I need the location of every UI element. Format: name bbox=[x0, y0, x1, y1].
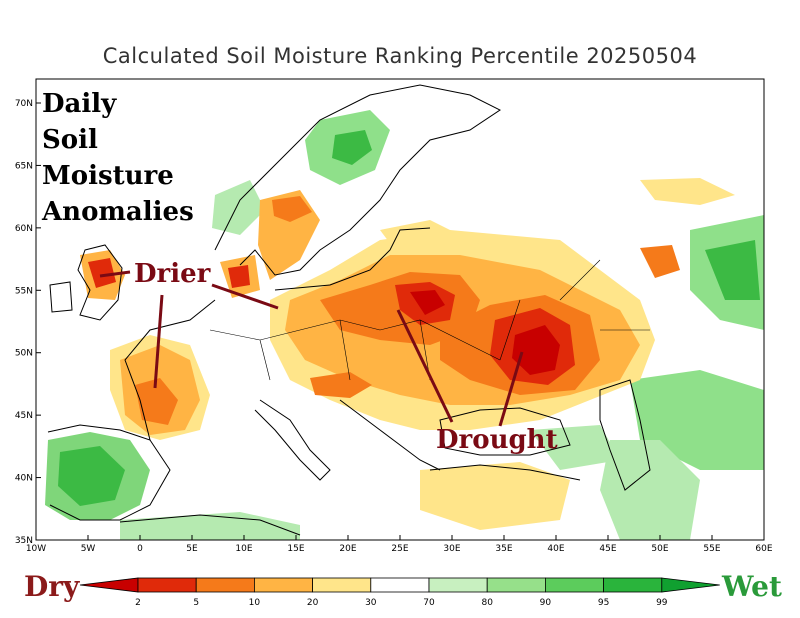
map-title: Calculated Soil Moisture Ranking Percent… bbox=[102, 44, 698, 68]
legend-swatch bbox=[195, 577, 255, 593]
legend-wet-label: Wet bbox=[721, 570, 782, 603]
legend-swatch bbox=[370, 577, 430, 593]
wet-region-iberia-core bbox=[58, 446, 125, 506]
lon-tick-label: 25E bbox=[391, 544, 408, 554]
coastline-britain bbox=[77, 244, 123, 321]
lon-tick-label: 60E bbox=[755, 544, 772, 554]
lon-tick-label: 5E bbox=[186, 544, 198, 554]
lat-tick-label: 70N bbox=[15, 99, 33, 109]
lat-tick-label: 35N bbox=[15, 536, 33, 546]
wet-region-caspian bbox=[600, 440, 700, 540]
lon-tick-label: 35E bbox=[495, 544, 512, 554]
lat-tick-label: 50N bbox=[15, 349, 33, 359]
legend-threshold-label: 20 bbox=[307, 598, 319, 608]
coastline-turkey bbox=[429, 464, 581, 481]
legend-swatch bbox=[428, 577, 488, 593]
dry-region-russia-10 bbox=[640, 245, 680, 278]
legend-threshold-label: 5 bbox=[193, 598, 199, 608]
legend-swatch bbox=[603, 577, 663, 593]
lon-tick-label: 20E bbox=[339, 544, 356, 554]
legend-threshold-label: 2 bbox=[135, 598, 141, 608]
legend-threshold-label: 30 bbox=[365, 598, 377, 608]
dry-region-hungary-10 bbox=[310, 372, 372, 398]
drier-arrow-france bbox=[153, 294, 164, 389]
coastline-balkans bbox=[339, 399, 441, 471]
legend-swatch bbox=[137, 577, 197, 593]
legend-arrow-wet bbox=[661, 577, 720, 593]
lat-tick-label: 40N bbox=[15, 474, 33, 484]
wet-region-scandinavia-core bbox=[332, 130, 372, 165]
lon-tick-label: 5W bbox=[81, 544, 96, 554]
lon-tick-label: 30E bbox=[443, 544, 460, 554]
legend-swatch bbox=[486, 577, 546, 593]
wet-region-africa bbox=[120, 512, 300, 540]
coastlines bbox=[47, 84, 651, 536]
legend-threshold-label: 70 bbox=[423, 598, 435, 608]
coastline-black-sea bbox=[439, 407, 571, 456]
drought-arrow-belarus bbox=[396, 309, 454, 423]
lon-tick-label: 10W bbox=[26, 544, 46, 554]
dry-region-scotland-5 bbox=[88, 258, 116, 288]
dry-region-sweden-10 bbox=[272, 196, 312, 222]
wet-region-urals-core bbox=[705, 240, 760, 300]
heading-line-soil: Soil bbox=[42, 125, 98, 155]
dry-region-belarus-2 bbox=[410, 290, 445, 315]
border-lines bbox=[209, 259, 650, 381]
legend-threshold-label: 80 bbox=[481, 598, 493, 608]
wet-region-norway bbox=[212, 180, 265, 235]
lat-tick-label: 45N bbox=[15, 411, 33, 421]
legend-threshold-label: 90 bbox=[540, 598, 552, 608]
anomaly-shading bbox=[45, 110, 764, 540]
lat-tick-label: 65N bbox=[15, 161, 33, 171]
coastline-africa bbox=[119, 514, 301, 536]
drier-label: Drier bbox=[134, 259, 211, 289]
lon-tick-label: 15E bbox=[287, 544, 304, 554]
lon-tick-label: 55E bbox=[703, 544, 720, 554]
coastline-iberia bbox=[47, 424, 171, 521]
lat-tick-label: 60N bbox=[15, 224, 33, 234]
coastline-ireland bbox=[49, 281, 73, 313]
lon-tick-label: 10E bbox=[235, 544, 252, 554]
drought-label: Drought bbox=[436, 425, 558, 455]
dry-region-ukraine-2 bbox=[512, 325, 560, 375]
coastline-baltic bbox=[274, 227, 431, 291]
heading-line-anomalies: Anomalies bbox=[41, 197, 194, 227]
coastline-france bbox=[124, 299, 216, 441]
drier-arrow-denmark bbox=[211, 283, 279, 310]
legend-arrow-dry bbox=[79, 577, 139, 593]
lat-tick-label: 55N bbox=[15, 286, 33, 296]
coastline-italy bbox=[254, 399, 331, 481]
legend-threshold-label: 99 bbox=[656, 598, 668, 608]
dry-region-denmark-5 bbox=[228, 265, 250, 288]
dry-region-france-10 bbox=[135, 378, 178, 425]
legend-threshold-label: 10 bbox=[249, 598, 261, 608]
heading-line-moisture: Moisture bbox=[42, 161, 174, 191]
coastline-scandinavia bbox=[214, 84, 501, 276]
heading-line-daily: Daily bbox=[42, 89, 117, 119]
legend-swatch bbox=[253, 577, 313, 593]
dry-region-turkey bbox=[420, 462, 570, 530]
wet-region-black-sea-east bbox=[530, 425, 620, 470]
legend-threshold-label: 95 bbox=[598, 598, 609, 608]
drought-arrows bbox=[396, 309, 524, 427]
lon-tick-label: 50E bbox=[651, 544, 668, 554]
coastline-caspian bbox=[599, 379, 651, 491]
drier-arrows bbox=[99, 270, 279, 389]
lon-tick-label: 0 bbox=[137, 544, 143, 554]
lon-tick-label: 45E bbox=[599, 544, 616, 554]
drier-arrow-scotland bbox=[99, 270, 131, 278]
lon-tick-label: 40E bbox=[547, 544, 564, 554]
legend-swatch bbox=[545, 577, 605, 593]
legend-color-bar: 2 5 10 20 30 70 80 90 95 99 bbox=[79, 577, 720, 608]
legend-dry-label: Dry bbox=[24, 570, 80, 603]
dry-region-russia-north bbox=[640, 178, 735, 205]
latitude-axis: 70N 65N 60N 55N 50N 45N 40N 35N bbox=[15, 99, 41, 546]
legend-swatch bbox=[312, 577, 372, 593]
longitude-axis: 10W 5W 0 5E 10E 15E 20E 25E 30E 35E 40E 45E 50E 55E 60… bbox=[26, 535, 773, 554]
drought-arrow-ukraine bbox=[498, 351, 524, 427]
